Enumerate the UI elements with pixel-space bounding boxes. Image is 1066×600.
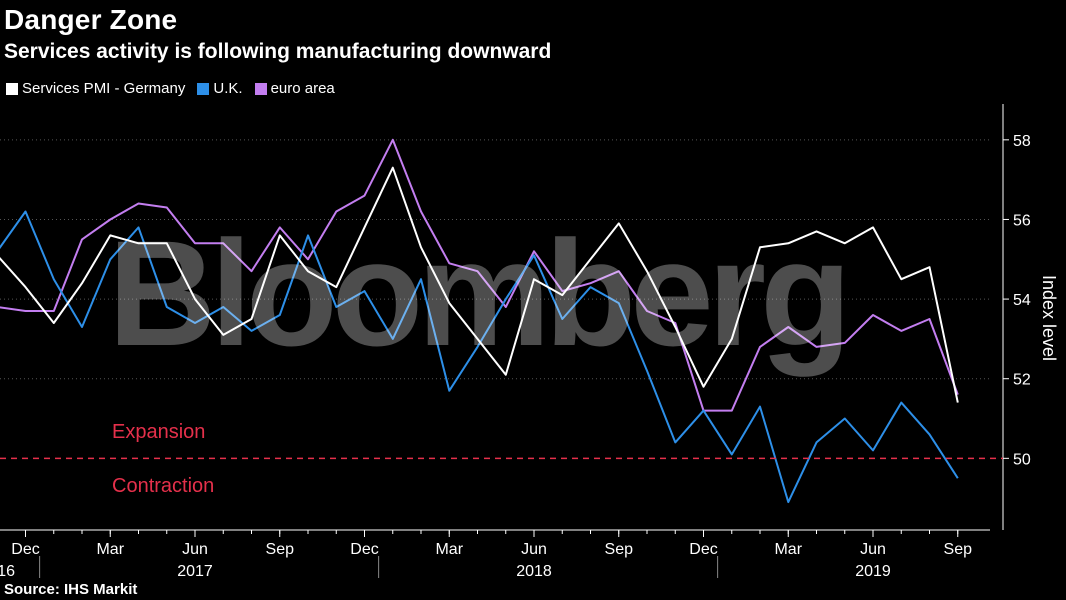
y-tick-label: 56: [1013, 212, 1031, 229]
legend-swatch-germany: [6, 82, 18, 95]
contraction-label: Contraction: [112, 475, 214, 497]
x-tick-label: Jun: [521, 541, 547, 558]
x-tick-label: Sep: [944, 541, 973, 558]
x-tick-label: Mar: [435, 541, 463, 558]
expansion-label: Expansion: [112, 421, 205, 443]
watermark-text: Bloomberg: [108, 209, 846, 377]
series-line-germany: [0, 166, 959, 403]
year-label: 2019: [855, 563, 891, 580]
legend-item-uk: U.K.: [197, 80, 243, 97]
legend-item-euro: euro area: [254, 80, 335, 97]
legend-swatch-euro: [254, 82, 267, 95]
legend-label-uk: U.K.: [213, 80, 243, 97]
year-label: 2017: [177, 563, 213, 580]
y-axis-label: Index level: [1039, 275, 1059, 361]
legend-swatch-uk: [197, 82, 210, 95]
x-tick-label: Sep: [266, 541, 295, 558]
legend-item-germany: Services PMI - Germany: [6, 80, 185, 97]
y-tick-label: 52: [1013, 372, 1031, 389]
x-tick-label: Sep: [605, 541, 634, 558]
source-note: Source: IHS Markit: [4, 581, 138, 598]
chart-title: Danger Zone: [4, 4, 178, 35]
x-tick-label: Mar: [96, 541, 124, 558]
x-tick-label: Dec: [689, 541, 717, 558]
chart-subtitle: Services activity is following manufactu…: [4, 40, 552, 63]
x-tick-label: Jun: [182, 541, 208, 558]
x-tick-label: Jun: [860, 541, 886, 558]
year-label: 2016: [0, 563, 15, 580]
x-tick-label: Dec: [350, 541, 378, 558]
series-line-uk: [0, 210, 959, 504]
x-tick-label: Dec: [11, 541, 39, 558]
y-tick-label: 54: [1013, 292, 1031, 309]
series-line-euro: [0, 138, 959, 412]
y-tick-label: 58: [1013, 133, 1031, 150]
y-tick-label: 50: [1013, 451, 1031, 468]
legend-label-euro: euro area: [270, 80, 335, 97]
legend-label-germany: Services PMI - Germany: [22, 80, 186, 97]
year-label: 2018: [516, 563, 552, 580]
legend: Services PMI - Germany U.K. euro area: [6, 80, 347, 97]
x-tick-label: Mar: [774, 541, 802, 558]
axis-layer: 50 52 54 56 58 Dec Mar Jun Sep Dec Mar Jun Sep Dec Mar…: [0, 104, 1031, 580]
series-layer: [0, 138, 959, 504]
